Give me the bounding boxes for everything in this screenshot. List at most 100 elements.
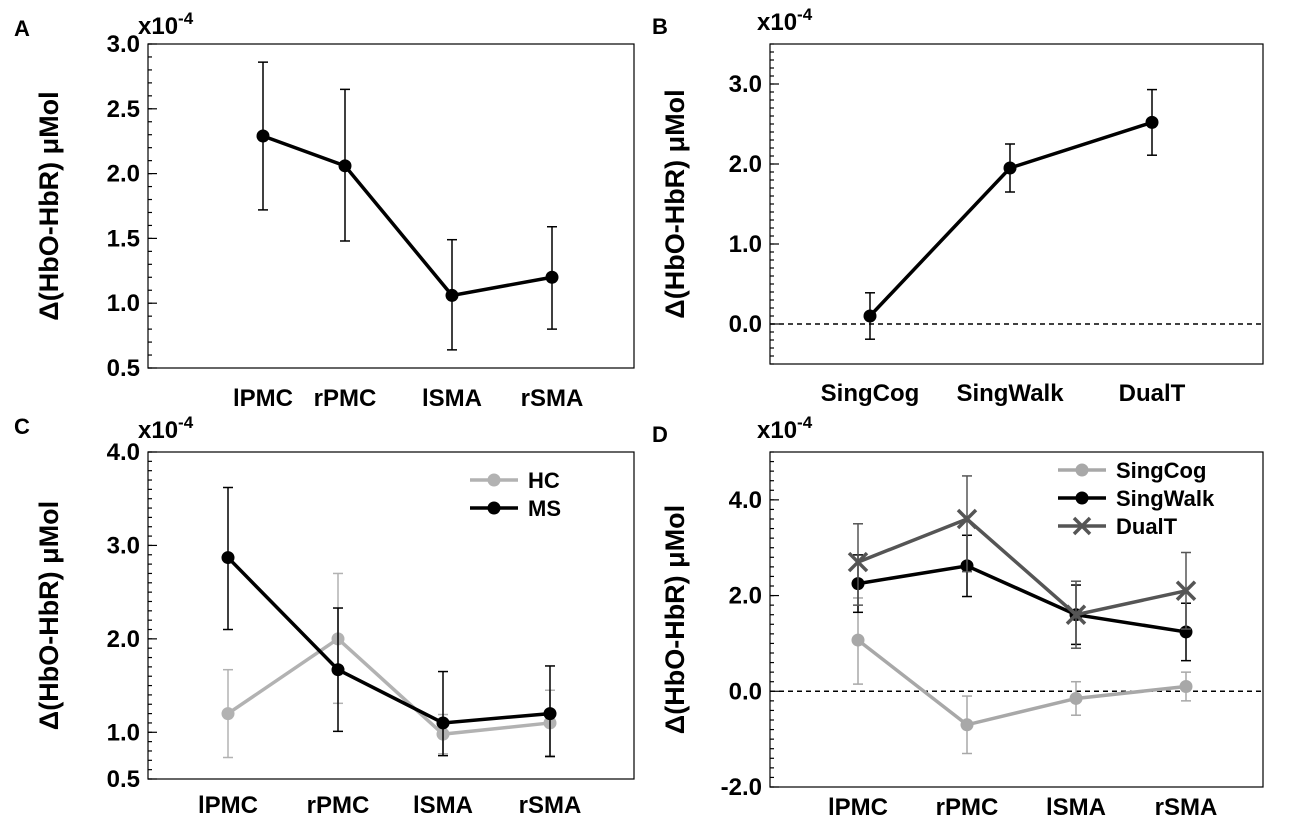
panel-letter: C — [14, 414, 30, 439]
series-main — [256, 61, 559, 351]
x-tick-label: DualT — [1119, 380, 1186, 407]
y-tick-label: 4.0 — [729, 487, 762, 514]
x-tick-label: rSMA — [519, 792, 582, 819]
x-tick-label: rSMA — [1155, 794, 1218, 819]
y-tick-label: 2.0 — [729, 583, 762, 610]
y-tick-label: 2.0 — [107, 626, 140, 653]
y-tick-label: 0.0 — [729, 311, 762, 338]
x-tick-label: SingCog — [821, 380, 920, 407]
plot-frame — [769, 451, 1264, 788]
x-tick-label: lSMA — [422, 385, 482, 412]
y-tick-label: 1.0 — [107, 290, 140, 317]
data-point — [1069, 691, 1083, 705]
data-point — [851, 633, 865, 647]
legend-marker — [1075, 463, 1089, 477]
legend-label: MS — [528, 496, 561, 521]
y-tick-label: 1.0 — [729, 231, 762, 258]
exponent-label: x10-4 — [138, 9, 194, 40]
series-line — [857, 564, 1187, 634]
data-point — [545, 270, 559, 284]
legend-label: SingCog — [1116, 458, 1206, 483]
series-line — [856, 638, 1187, 727]
y-axis-label: Δ(HbO-HbR) μMol — [660, 505, 690, 734]
data-point — [1145, 115, 1159, 129]
data-point — [1003, 161, 1017, 175]
y-tick-label: 0.5 — [107, 355, 140, 382]
panel-letter: D — [652, 422, 668, 447]
data-point — [221, 707, 235, 721]
series-line — [262, 134, 553, 298]
y-axis-label: Δ(HbO-HbR) μMol — [34, 91, 64, 320]
plot-frame — [769, 43, 1264, 365]
data-point-x — [1175, 580, 1197, 602]
series-singcog — [851, 597, 1193, 755]
x-tick-label: lPMC — [233, 385, 293, 412]
x-tick-label: lPMC — [828, 794, 888, 819]
legend-marker — [487, 473, 501, 487]
plot-frame — [147, 451, 635, 780]
series-main — [863, 88, 1159, 340]
legend-marker — [1072, 516, 1092, 536]
plot-frame — [147, 43, 635, 369]
y-tick-label: 3.0 — [107, 31, 140, 58]
exponent-label: x10-4 — [757, 5, 813, 36]
series-ms — [221, 486, 557, 758]
y-axis-label: Δ(HbO-HbR) μMol — [34, 501, 64, 730]
legend: HC MS — [470, 468, 561, 521]
legend-marker — [487, 501, 501, 515]
y-tick-label: -2.0 — [721, 774, 762, 801]
data-point — [1179, 680, 1193, 693]
exponent-label: x10-4 — [757, 413, 813, 444]
x-tick-label: rPMC — [314, 385, 377, 412]
data-point — [445, 288, 459, 302]
data-point-x — [956, 508, 978, 530]
legend-label: DualT — [1116, 514, 1178, 539]
data-point — [256, 129, 270, 143]
series-line — [868, 120, 1153, 318]
x-tick-label: rSMA — [521, 385, 584, 412]
x-tick-label: lSMA — [413, 792, 473, 819]
x-tick-label: lSMA — [1046, 794, 1106, 819]
data-point — [863, 309, 877, 323]
legend-marker — [1075, 491, 1089, 505]
y-axis-label: Δ(HbO-HbR) μMol — [660, 89, 690, 318]
data-point — [543, 707, 557, 721]
series-dualt — [847, 475, 1197, 649]
x-tick-label: SingWalk — [956, 380, 1064, 407]
data-point — [960, 718, 974, 732]
data-point-x — [847, 551, 869, 573]
y-tick-label: 2.0 — [729, 151, 762, 178]
x-tick-label: lPMC — [198, 792, 258, 819]
y-tick-label: 3.0 — [107, 532, 140, 559]
series-line — [227, 636, 551, 736]
y-tick-label: 0.5 — [107, 766, 140, 793]
panel-letter: A — [14, 16, 30, 41]
x-tick-label: rPMC — [307, 792, 370, 819]
series-singwalk — [851, 534, 1193, 662]
exponent-label: x10-4 — [138, 413, 194, 444]
y-tick-label: 2.0 — [107, 161, 140, 188]
legend-label: SingWalk — [1116, 486, 1215, 511]
series-line — [857, 516, 1187, 617]
y-tick-label: 0.0 — [729, 678, 762, 705]
legend-label: HC — [528, 468, 560, 493]
data-point-x — [1065, 604, 1087, 625]
y-tick-label: 1.5 — [107, 225, 140, 252]
y-tick-label: 1.0 — [107, 719, 140, 746]
series-line — [226, 556, 551, 725]
data-point — [221, 551, 235, 565]
panel-letter: B — [652, 14, 668, 39]
y-tick-label: 2.5 — [107, 96, 140, 123]
data-point — [436, 716, 450, 730]
data-point — [331, 663, 345, 677]
data-point — [338, 159, 352, 173]
y-tick-label: 3.0 — [729, 71, 762, 98]
x-tick-label: rPMC — [936, 794, 999, 819]
y-tick-label: 4.0 — [107, 439, 140, 466]
legend: SingCog SingWalk DualT — [1058, 458, 1215, 539]
